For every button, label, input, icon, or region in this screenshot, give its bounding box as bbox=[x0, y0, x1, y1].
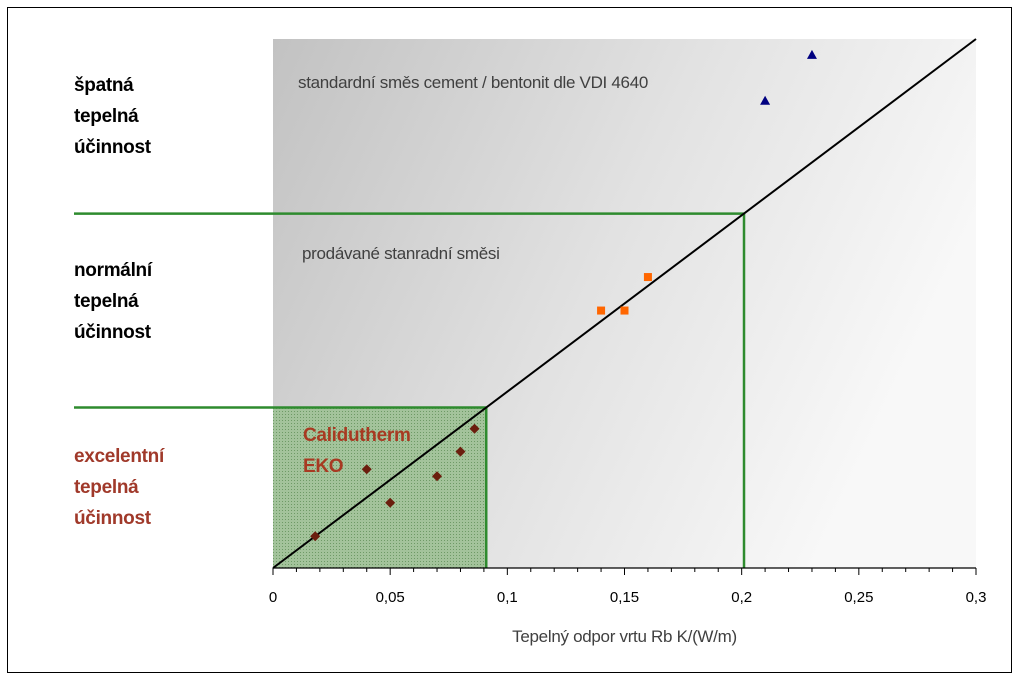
category-excellent-label: excelentní tepelná účinnost bbox=[74, 441, 224, 534]
x-tick-label: 0,15 bbox=[610, 589, 639, 606]
marker-triangle bbox=[760, 95, 771, 105]
category-poor-label: špatná tepelná účinnost bbox=[74, 70, 224, 163]
standard-mix-note: standardní směs cement / bentonit dle VD… bbox=[298, 73, 649, 92]
x-tick-label: 0 bbox=[269, 589, 277, 606]
marker-square bbox=[620, 306, 629, 315]
marker-diamond bbox=[432, 471, 443, 482]
category-poor-line-2: tepelná bbox=[74, 106, 139, 127]
sold-mix-note: prodávané stanradní směsi bbox=[302, 244, 500, 263]
category-excellent-line-1: excelentní bbox=[74, 446, 164, 467]
brand-line-1: Calidutherm bbox=[303, 425, 411, 446]
marker-diamond bbox=[385, 497, 396, 508]
marker-diamond bbox=[361, 464, 372, 475]
x-tick-label: 0,3 bbox=[966, 589, 987, 606]
category-normal-line-1: normální bbox=[74, 260, 152, 281]
category-excellent-line-2: tepelná bbox=[74, 477, 139, 498]
x-tick-label: 0,2 bbox=[731, 589, 752, 606]
category-excellent-line-3: účinnost bbox=[74, 508, 151, 529]
category-normal-label: normální tepelná účinnost bbox=[74, 255, 224, 348]
category-poor-line-3: účinnost bbox=[74, 137, 151, 158]
x-tick-label: 0,1 bbox=[497, 589, 518, 606]
category-normal-line-2: tepelná bbox=[74, 291, 139, 312]
brand-label: Calidutherm EKO bbox=[303, 420, 411, 482]
marker-diamond bbox=[455, 446, 466, 457]
x-tick-label: 0,05 bbox=[376, 589, 405, 606]
reference-line bbox=[272, 38, 977, 569]
marker-square bbox=[597, 306, 606, 315]
category-normal-line-3: účinnost bbox=[74, 322, 151, 343]
category-poor-line-1: špatná bbox=[74, 75, 134, 96]
x-axis-title: Tepelný odpor vrtu Rb K/(W/m) bbox=[512, 627, 737, 646]
marker-diamond bbox=[310, 531, 321, 542]
brand-line-2: EKO bbox=[303, 456, 344, 477]
marker-triangle bbox=[806, 49, 817, 59]
marker-diamond bbox=[469, 423, 480, 434]
x-tick-label: 0,25 bbox=[844, 589, 873, 606]
marker-square bbox=[643, 273, 652, 282]
